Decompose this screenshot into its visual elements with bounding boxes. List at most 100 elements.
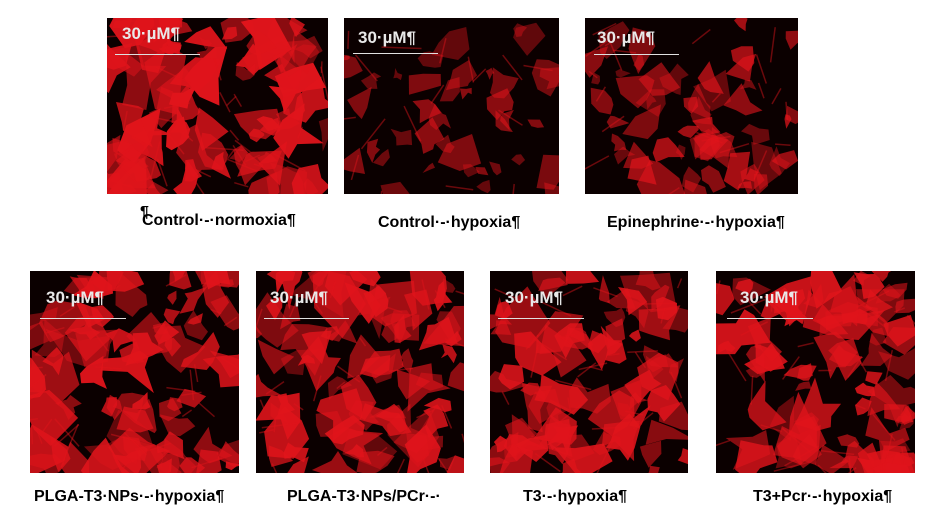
stained-fiber <box>585 39 609 58</box>
stained-fiber <box>439 38 447 64</box>
stained-fiber <box>775 143 791 147</box>
stained-cell <box>701 165 726 193</box>
stained-fiber <box>589 365 603 372</box>
stained-cell <box>764 276 812 325</box>
stained-cell <box>648 354 669 368</box>
stained-fiber <box>634 351 647 369</box>
stained-fiber <box>423 447 434 461</box>
stained-fiber <box>234 139 251 153</box>
stained-cell <box>699 132 735 169</box>
stained-cell <box>344 147 365 174</box>
stained-cell <box>869 327 887 346</box>
stained-cell <box>55 395 82 420</box>
stained-cell <box>865 371 883 385</box>
stained-cell <box>256 325 263 339</box>
stained-fiber <box>232 144 247 166</box>
stained-fiber <box>696 131 723 144</box>
stained-fiber <box>149 141 161 180</box>
micrograph-t3-pcr-hypoxia: 30·µM¶ <box>716 271 915 473</box>
stained-cell <box>854 382 876 397</box>
stained-fiber <box>195 169 212 178</box>
stained-cell <box>210 295 239 331</box>
stained-fiber <box>223 316 238 327</box>
stained-cell <box>880 438 911 459</box>
stained-fiber <box>753 150 768 180</box>
stained-cell <box>536 154 559 190</box>
stained-fiber <box>701 135 731 142</box>
caption-control-hypoxia: Control·-·hypoxia¶ <box>378 214 521 231</box>
stained-cell <box>725 430 771 470</box>
stained-cell <box>419 435 444 451</box>
stained-cell <box>618 287 648 316</box>
caption-plga-t3-nps-pcr: PLGA-T3·NPs/PCr·-· <box>287 488 441 505</box>
scale-bar-label: 30·µM¶ <box>740 288 798 307</box>
stained-cell <box>629 392 649 410</box>
stained-cell <box>219 279 234 288</box>
stained-fiber <box>784 445 819 467</box>
stained-fiber <box>434 290 446 309</box>
stained-cell <box>830 286 859 327</box>
stained-cell <box>380 313 420 341</box>
stained-fiber <box>30 373 47 389</box>
stained-cell <box>179 286 208 314</box>
stained-cell <box>366 138 381 163</box>
stained-cell <box>475 167 489 176</box>
stained-cell <box>617 402 636 417</box>
stained-fiber <box>358 337 367 347</box>
stained-cell <box>490 296 513 330</box>
stained-cell <box>622 104 661 140</box>
stained-fiber <box>596 439 614 473</box>
stained-cell <box>257 339 295 375</box>
stained-cell <box>513 23 528 37</box>
stained-cell <box>272 29 317 73</box>
stained-fiber <box>884 349 894 382</box>
stained-fiber <box>797 342 814 348</box>
stained-fiber <box>336 381 346 390</box>
stained-fiber <box>894 307 905 313</box>
stained-cell <box>527 119 545 128</box>
stained-cell <box>539 67 559 90</box>
stained-fiber <box>556 404 582 426</box>
stained-fiber <box>245 154 261 163</box>
stained-fiber <box>53 424 80 447</box>
stained-cell <box>652 137 685 163</box>
stained-cell <box>344 54 350 61</box>
stained-cell <box>734 18 748 32</box>
stained-fiber <box>337 365 361 383</box>
stained-cell <box>677 125 699 138</box>
stained-fiber <box>847 467 857 473</box>
stained-cell <box>683 96 699 114</box>
stained-fiber <box>87 324 109 352</box>
stained-cell <box>287 456 309 473</box>
stained-fiber <box>781 356 800 380</box>
stained-cell <box>256 392 301 440</box>
stained-cell <box>60 441 90 473</box>
stained-fiber <box>534 452 561 473</box>
micrograph-t3-hypoxia: 30·µM¶ <box>490 271 688 473</box>
stained-fiber <box>205 147 244 152</box>
stained-cell <box>436 311 461 346</box>
stained-fiber <box>156 158 168 187</box>
red-cell-stain <box>490 271 688 473</box>
stained-fiber <box>523 64 553 72</box>
stained-cell <box>266 271 303 310</box>
stained-cell <box>157 325 206 373</box>
stained-fiber <box>660 307 666 324</box>
stained-fiber <box>757 82 765 99</box>
stained-cell <box>628 27 656 74</box>
stained-cell <box>360 72 382 89</box>
stained-cell <box>744 168 759 182</box>
stained-fiber <box>307 291 323 315</box>
stained-cell <box>592 431 621 456</box>
stained-fiber <box>557 334 572 345</box>
stained-cell <box>318 118 328 152</box>
stained-cell <box>732 277 771 306</box>
stained-fiber <box>670 371 683 399</box>
scale-bar-label: 30·µM¶ <box>358 28 416 47</box>
scale-bar-label: 30·µM¶ <box>505 288 563 307</box>
stained-cell <box>693 69 731 112</box>
stained-fiber <box>716 439 731 447</box>
scale-bar <box>40 318 126 319</box>
stained-cell <box>342 428 398 470</box>
stained-cell <box>797 363 813 379</box>
